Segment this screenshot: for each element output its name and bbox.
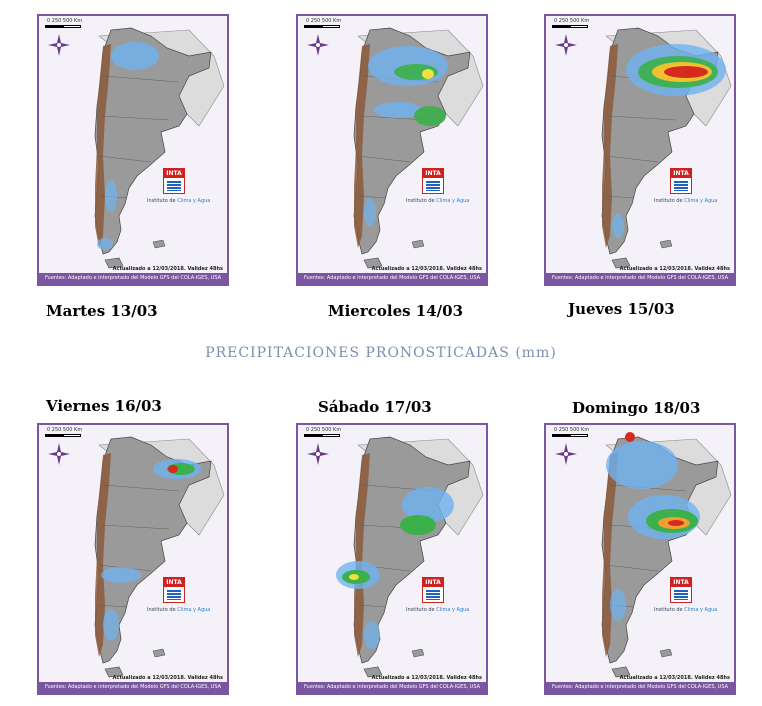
scale-bar bbox=[552, 25, 588, 28]
compass-icon bbox=[48, 34, 70, 56]
page-title: PRECIPITACIONES PRONOSTICADAS (mm) bbox=[205, 345, 557, 361]
day-label-martes: Martes 13/03 bbox=[46, 302, 158, 320]
institute-label: Instituto de Clima y Agua bbox=[406, 198, 470, 204]
map-panel-miercoles: 0 250 500 Km INTA Instituto de Clima y A… bbox=[296, 14, 488, 286]
compass-icon bbox=[555, 443, 577, 465]
institute-label: Instituto de Clima y Agua bbox=[654, 607, 718, 613]
institute-label: Instituto de Clima y Agua bbox=[406, 607, 470, 613]
scale-label: 0 250 500 Km bbox=[47, 427, 83, 433]
source-label: Fuentes: Adaptado e interpretado del Mod… bbox=[546, 682, 734, 693]
inta-logo: INTA bbox=[422, 577, 444, 603]
update-label: Actualizado a 12/03/2018. Validez 48hs bbox=[619, 266, 730, 272]
scale-bar bbox=[304, 25, 340, 28]
map-panel-jueves: 0 250 500 Km INTA Instituto de Clima y A… bbox=[544, 14, 736, 286]
compass-icon bbox=[307, 34, 329, 56]
argentina-map bbox=[546, 432, 734, 693]
institute-label: Instituto de Clima y Agua bbox=[147, 607, 211, 613]
scale-label: 0 250 500 Km bbox=[47, 18, 83, 24]
day-label-jueves: Jueves 15/03 bbox=[568, 300, 675, 318]
inta-logo: INTA bbox=[422, 168, 444, 194]
argentina-map bbox=[39, 16, 227, 284]
scale-bar bbox=[552, 434, 588, 437]
inta-logo: INTA bbox=[670, 577, 692, 603]
argentina-map bbox=[39, 425, 227, 693]
source-label: Fuentes: Adaptado e interpretado del Mod… bbox=[298, 273, 486, 284]
update-label: Actualizado a 12/03/2018. Validez 48hs bbox=[112, 675, 223, 681]
scale-label: 0 250 500 Km bbox=[554, 18, 590, 24]
map-panel-domingo: 0 250 500 Km INTA Instituto de Clima y A… bbox=[544, 423, 736, 695]
argentina-map bbox=[298, 16, 486, 284]
inta-logo: INTA bbox=[163, 168, 185, 194]
scale-bar bbox=[45, 25, 81, 28]
inta-logo: INTA bbox=[670, 168, 692, 194]
argentina-map bbox=[336, 425, 486, 693]
day-label-sabado: Sábado 17/03 bbox=[318, 398, 432, 416]
scale-label: 0 250 500 Km bbox=[306, 18, 342, 24]
update-label: Actualizado a 12/03/2018. Validez 48hs bbox=[371, 266, 482, 272]
scale-bar bbox=[304, 434, 340, 437]
scale-label: 0 250 500 Km bbox=[554, 427, 590, 433]
map-panel-martes: 0 250 500 Km INTA Instituto de Clima y A… bbox=[37, 14, 229, 286]
map-panel-viernes: 0 250 500 Km INTA Instituto de Clima y A… bbox=[37, 423, 229, 695]
day-label-viernes: Viernes 16/03 bbox=[46, 397, 162, 415]
update-label: Actualizado a 12/03/2018. Validez 48hs bbox=[371, 675, 482, 681]
day-label-miercoles: Miercoles 14/03 bbox=[328, 302, 464, 320]
argentina-map bbox=[546, 16, 734, 284]
compass-icon bbox=[307, 443, 329, 465]
scale-label: 0 250 500 Km bbox=[306, 427, 342, 433]
source-label: Fuentes: Adaptado e interpretado del Mod… bbox=[298, 682, 486, 693]
compass-icon bbox=[555, 34, 577, 56]
inta-logo: INTA bbox=[163, 577, 185, 603]
update-label: Actualizado a 12/03/2018. Validez 48hs bbox=[112, 266, 223, 272]
source-label: Fuentes: Adaptado e interpretado del Mod… bbox=[39, 273, 227, 284]
update-label: Actualizado a 12/03/2018. Validez 48hs bbox=[619, 675, 730, 681]
scale-bar bbox=[45, 434, 81, 437]
source-label: Fuentes: Adaptado e interpretado del Mod… bbox=[39, 682, 227, 693]
institute-label: Instituto de Clima y Agua bbox=[147, 198, 211, 204]
compass-icon bbox=[48, 443, 70, 465]
institute-label: Instituto de Clima y Agua bbox=[654, 198, 718, 204]
source-label: Fuentes: Adaptado e interpretado del Mod… bbox=[546, 273, 734, 284]
map-panel-sabado: 0 250 500 Km INTA Instituto de Clima y A… bbox=[296, 423, 488, 695]
day-label-domingo: Domingo 18/03 bbox=[572, 399, 701, 417]
